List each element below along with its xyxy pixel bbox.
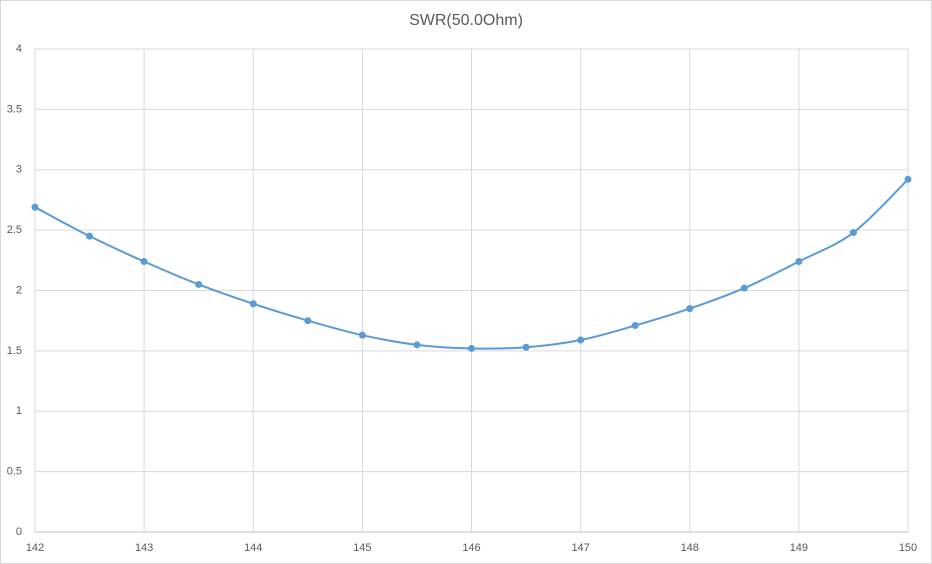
y-tick-label: 0 (16, 526, 22, 538)
point (86, 232, 94, 240)
point (686, 305, 694, 313)
point (413, 341, 421, 349)
point (468, 344, 475, 352)
point (195, 280, 203, 288)
y-tick-label: 1.5 (7, 345, 22, 357)
y-tick-label: 3.5 (7, 103, 22, 115)
x-tick-label: 146 (462, 542, 480, 554)
x-tick-label: 147 (571, 542, 589, 554)
x-tick-label: 150 (899, 542, 917, 554)
x-tick-label: 148 (681, 542, 699, 554)
y-tick-label: 0.5 (7, 466, 22, 478)
point (249, 300, 257, 308)
y-tick-label: 2.5 (7, 224, 22, 236)
point (740, 284, 748, 292)
point (358, 331, 366, 339)
y-tick-label: 3 (16, 164, 22, 176)
point (631, 322, 639, 330)
point (304, 317, 312, 325)
y-tick-label: 2 (16, 284, 22, 296)
point (31, 203, 39, 211)
x-tick-label: 143 (135, 542, 153, 554)
point (904, 175, 912, 183)
x-tick-label: 149 (790, 542, 808, 554)
x-tick-label: 142 (26, 542, 44, 554)
point (849, 229, 857, 237)
point (577, 336, 585, 344)
x-tick-label: 145 (353, 542, 371, 554)
x-tick-label: 144 (244, 542, 262, 554)
point (140, 258, 148, 266)
y-tick-label: 1 (16, 405, 22, 417)
y-tick-label: 4 (16, 43, 22, 55)
point (522, 343, 530, 351)
point (795, 258, 803, 266)
chart-title: SWR(50.0Ohm) (409, 12, 523, 29)
